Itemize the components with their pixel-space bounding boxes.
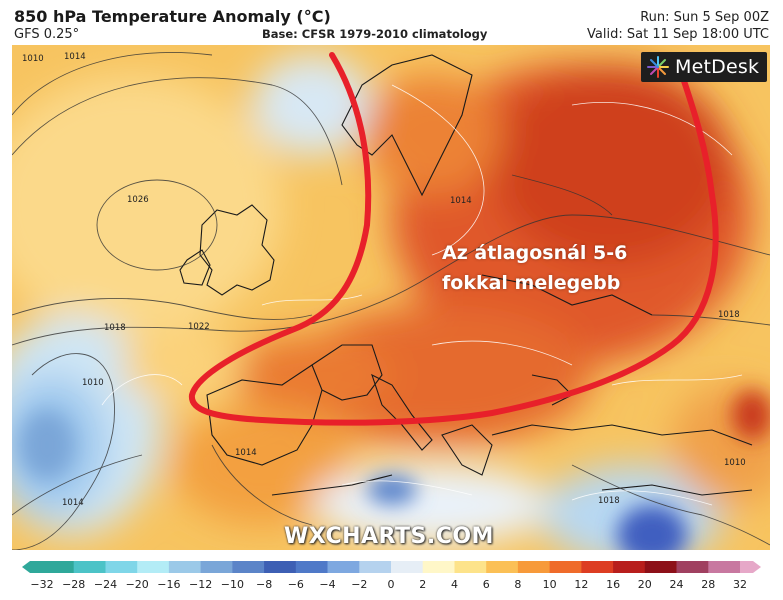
colorbar-tick-label: 10 [543,578,557,591]
colorbar-swatch [137,561,170,573]
colorbar-swatch [42,561,75,573]
isobar-label: 1018 [598,496,620,506]
colorbar-swatch [359,561,392,573]
colorbar-tick-label: 20 [638,578,652,591]
colorbar-tick-label: 4 [451,578,458,591]
colorbar-swatch [232,561,265,573]
colorbar-min-arrow [22,561,30,573]
colorbar-tick-label: 2 [419,578,426,591]
annotation-line-2: fokkal melegebb [442,272,621,294]
isobars [12,52,770,550]
colorbar-swatch [549,561,582,573]
colorbar-swatch [30,561,42,573]
valid-time: Valid: Sat 11 Sep 18:00 UTC [587,27,769,42]
colorbar-tick-label: −4 [319,578,335,591]
isobar-label: 1018 [104,323,126,333]
colorbar-swatch [454,561,487,573]
isobar-label: 1014 [62,498,84,508]
coastlines [179,54,753,496]
colorbar-tick-label: −24 [94,578,117,591]
colorbar-tick-label: 12 [574,578,588,591]
climatology-base: Base: CFSR 1979-2010 climatology [262,27,488,41]
colorbar-max-arrow [753,561,761,573]
colorbar-tick-label: −32 [30,578,53,591]
wxcharts-watermark: WXCHARTS.COM [284,524,494,549]
anomaly-map[interactable]: 1010 1014 1026 1018 1022 1014 1018 1010 … [12,45,770,550]
metdesk-logo: MetDesk [641,52,767,82]
colorbar-tick-label: 16 [606,578,620,591]
colorbar-tick-label: −28 [62,578,85,591]
isobar-label: 1014 [235,448,257,458]
isobar-label: 1010 [22,54,44,64]
colorbar-tick-label: 28 [701,578,715,591]
colorbar-swatch [422,561,455,573]
anomaly-contours [101,84,743,506]
isobar-label: 1010 [724,458,746,468]
colorbar-swatch [391,561,424,573]
colorbar-tick-label: 6 [483,578,490,591]
colorbar-swatch [676,561,709,573]
colorbar-tick-label: −20 [126,578,149,591]
highlight-outline [188,52,719,426]
colorbar-tick-label: 8 [514,578,521,591]
colorbar: −32 −28 −24 −20 −16 −12 −10 −8 −6 −4 −2 0 2 4 6 8 10 12 16… [22,561,761,591]
colorbar-tick-label: −16 [157,578,180,591]
isobar-label: 1022 [188,322,210,332]
colorbar-tick-label: 32 [733,578,747,591]
model-label: GFS 0.25° [14,27,80,42]
isobar-label: 1026 [127,195,149,205]
colorbar-tick-label: −6 [288,578,304,591]
colorbar-swatch [708,561,741,573]
annotation-line-1: Az átlagosnál 5-6 [442,242,628,264]
colorbar-tick-label: 0 [388,578,395,591]
colorbar-swatch [644,561,677,573]
colorbar-swatch [295,561,328,573]
metdesk-logo-text: MetDesk [675,56,760,78]
colorbar-swatch [168,561,202,573]
colorbar-ticks: −32 −28 −24 −20 −16 −12 −10 −8 −6 −4 −2 0 2 4 6 8 10 12 16… [30,578,747,591]
isobar-label: 1014 [64,52,86,62]
colorbar-swatch [581,561,614,573]
isobar-label: 1018 [718,310,740,320]
colorbar-swatch [327,561,360,573]
map-canvas: 1010 1014 1026 1018 1022 1014 1018 1010 … [12,45,770,550]
annotation-text: Az átlagosnál 5-6 fokkal melegebb [442,238,627,298]
colorbar-tick-label: −2 [351,578,367,591]
isobar-label: 1014 [450,196,472,206]
colorbar-swatch [740,561,753,573]
colorbar-swatch [105,561,138,573]
colorbar-tick-label: −12 [189,578,212,591]
colorbar-swatch [486,561,519,573]
header: 850 hPa Temperature Anomaly (°C) GFS 0.2… [0,0,783,46]
colorbar-tick-label: 24 [670,578,684,591]
colorbar-tick-label: −10 [221,578,244,591]
colorbar-swatch [613,561,646,573]
colorbar-swatch [73,561,106,573]
map-title: 850 hPa Temperature Anomaly (°C) [14,7,331,26]
run-time: Run: Sun 5 Sep 00Z [640,10,769,25]
metdesk-starburst-icon [647,56,669,78]
colorbar-tick-label: −8 [256,578,272,591]
colorbar-swatch [517,561,551,573]
colorbar-swatches [30,561,753,573]
isobar-labels: 1010 1014 1026 1018 1022 1014 1018 1010 … [22,52,746,508]
colorbar-swatch [264,561,297,573]
isobar-label: 1010 [82,378,104,388]
colorbar-swatch [200,561,233,573]
